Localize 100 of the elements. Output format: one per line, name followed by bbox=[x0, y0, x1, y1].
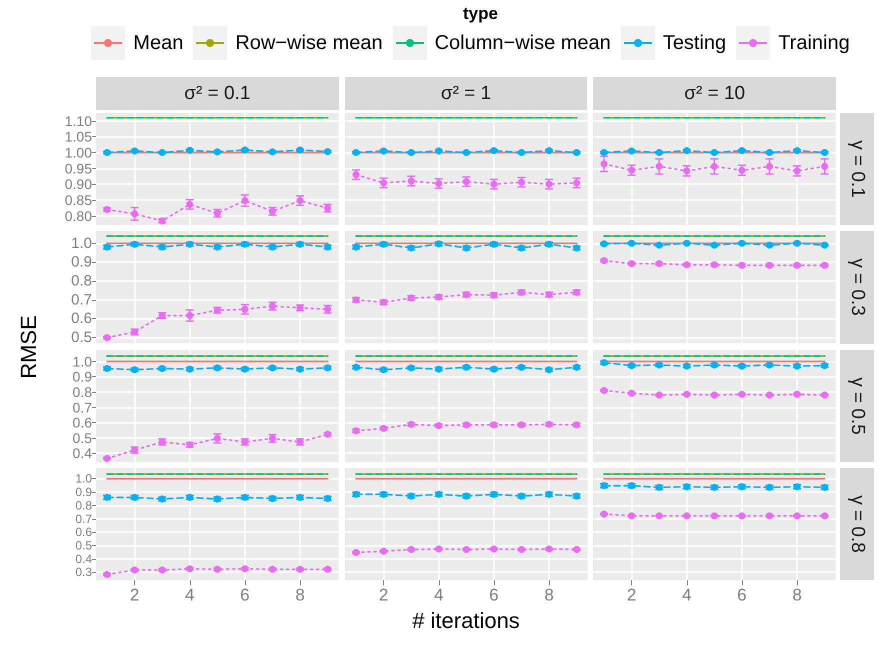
point bbox=[380, 548, 387, 554]
point bbox=[462, 546, 470, 553]
point bbox=[684, 147, 691, 154]
point bbox=[352, 363, 360, 370]
point bbox=[656, 260, 664, 268]
chart-title: σ² = 0.1 bbox=[96, 77, 339, 110]
legend-label: Row−wise mean bbox=[235, 32, 383, 54]
point bbox=[241, 146, 248, 154]
point bbox=[821, 512, 828, 520]
point bbox=[324, 566, 332, 573]
legend-label: Training bbox=[778, 32, 850, 54]
legend-label: Mean bbox=[133, 32, 184, 54]
point bbox=[214, 148, 221, 156]
point bbox=[352, 548, 360, 556]
y-tick-label: 0.5 bbox=[75, 538, 92, 552]
point bbox=[766, 262, 774, 270]
point bbox=[738, 390, 746, 398]
point bbox=[572, 179, 580, 186]
point bbox=[684, 390, 691, 398]
point bbox=[104, 149, 111, 156]
y-tick-label: 1.05 bbox=[64, 128, 92, 145]
y-tick-label: 1.10 bbox=[64, 112, 92, 129]
point bbox=[241, 565, 248, 572]
y-tick-label: 0.80 bbox=[64, 208, 92, 224]
text: γ = 0.3 bbox=[846, 258, 868, 316]
text: γ = 0.5 bbox=[846, 376, 868, 434]
point bbox=[545, 545, 552, 552]
point bbox=[186, 200, 194, 208]
x-tick-label: 2 bbox=[130, 585, 140, 604]
y-tick-label: 0.9 bbox=[75, 484, 92, 499]
chart-title: σ² = 10 bbox=[593, 77, 836, 110]
y-tick-label: 1.00 bbox=[64, 144, 92, 161]
point bbox=[352, 149, 360, 156]
x-tick-label: 8 bbox=[544, 585, 554, 604]
point bbox=[684, 512, 691, 520]
x-tick-label: 2 bbox=[378, 585, 388, 604]
point bbox=[766, 162, 774, 170]
point bbox=[821, 162, 828, 170]
point bbox=[186, 146, 194, 154]
y-tick-label: 0.6 bbox=[71, 310, 92, 328]
point bbox=[766, 391, 774, 398]
point bbox=[490, 147, 498, 154]
x-axis-title: # iterations bbox=[411, 608, 521, 634]
y-tick-label: 0.7 bbox=[75, 512, 92, 526]
point bbox=[766, 242, 774, 249]
x-tick-label: 2 bbox=[627, 585, 637, 604]
point bbox=[628, 512, 636, 520]
point bbox=[490, 545, 498, 552]
point bbox=[684, 240, 691, 248]
x-tick-label: 6 bbox=[738, 585, 747, 604]
point bbox=[518, 546, 525, 553]
point bbox=[434, 147, 442, 154]
point bbox=[684, 262, 691, 269]
point bbox=[628, 147, 636, 154]
x-tick-label: 8 bbox=[295, 585, 305, 604]
point bbox=[794, 167, 801, 174]
point bbox=[656, 242, 664, 249]
point bbox=[656, 149, 664, 156]
chart-title: σ² = 1 bbox=[344, 77, 588, 110]
x-tick-label: 8 bbox=[792, 585, 802, 604]
x-tick-label: 6 bbox=[240, 585, 250, 604]
point bbox=[241, 197, 248, 204]
point bbox=[104, 454, 111, 462]
y-tick-label: 0.90 bbox=[64, 176, 92, 192]
point bbox=[462, 149, 470, 156]
point bbox=[738, 262, 746, 270]
y-tick-label: 1.0 bbox=[75, 471, 92, 486]
point bbox=[462, 363, 470, 370]
point bbox=[628, 260, 636, 268]
y-tick-label: 0.9 bbox=[71, 254, 92, 271]
point bbox=[572, 363, 580, 370]
point bbox=[407, 546, 414, 553]
point bbox=[131, 210, 138, 218]
point bbox=[821, 262, 828, 270]
y-tick-label: 0.9 bbox=[72, 368, 92, 384]
point bbox=[600, 386, 608, 394]
x-tick-label: 4 bbox=[682, 585, 692, 604]
point bbox=[766, 512, 774, 520]
point bbox=[296, 566, 304, 573]
point bbox=[600, 149, 608, 156]
text: γ = 0.1 bbox=[846, 140, 868, 198]
point bbox=[324, 148, 332, 156]
y-tick-label: 0.8 bbox=[71, 272, 92, 290]
legend-title: type bbox=[463, 3, 498, 25]
point bbox=[794, 240, 801, 248]
y-tick-label: 0.85 bbox=[64, 192, 92, 208]
point bbox=[656, 162, 664, 170]
y-tick-label: 0.6 bbox=[72, 414, 92, 430]
point bbox=[158, 149, 166, 156]
legend-label: Column−wise mean bbox=[434, 32, 611, 54]
point bbox=[738, 240, 746, 248]
legend-label: Testing bbox=[662, 32, 726, 54]
point bbox=[518, 363, 525, 370]
point bbox=[158, 566, 166, 574]
point bbox=[794, 512, 801, 520]
x-tick-label: 4 bbox=[185, 585, 194, 604]
point bbox=[711, 512, 718, 520]
y-tick-label: 0.3 bbox=[75, 564, 92, 579]
point bbox=[186, 565, 194, 572]
point bbox=[600, 240, 608, 248]
